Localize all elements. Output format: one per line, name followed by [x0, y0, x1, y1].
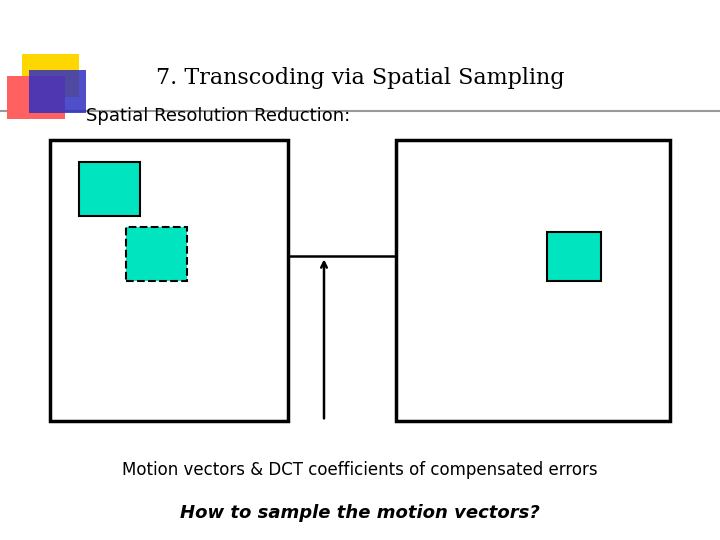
Bar	[79, 162, 140, 216]
Bar	[29, 70, 86, 113]
Bar	[22, 54, 79, 97]
Bar	[126, 227, 187, 281]
Text: 7. Transcoding via Spatial Sampling: 7. Transcoding via Spatial Sampling	[156, 68, 564, 89]
Text: Spatial Resolution Reduction:: Spatial Resolution Reduction:	[86, 107, 351, 125]
Bar	[7, 76, 65, 119]
Text: How to sample the motion vectors?: How to sample the motion vectors?	[180, 504, 540, 522]
Bar	[547, 232, 601, 281]
Text: P frame: P frame	[503, 379, 562, 394]
Text: I or P frame: I or P frame	[89, 379, 179, 394]
Bar	[396, 140, 670, 421]
Bar	[50, 140, 288, 421]
Text: Motion vectors & DCT coefficients of compensated errors: Motion vectors & DCT coefficients of com…	[122, 461, 598, 479]
